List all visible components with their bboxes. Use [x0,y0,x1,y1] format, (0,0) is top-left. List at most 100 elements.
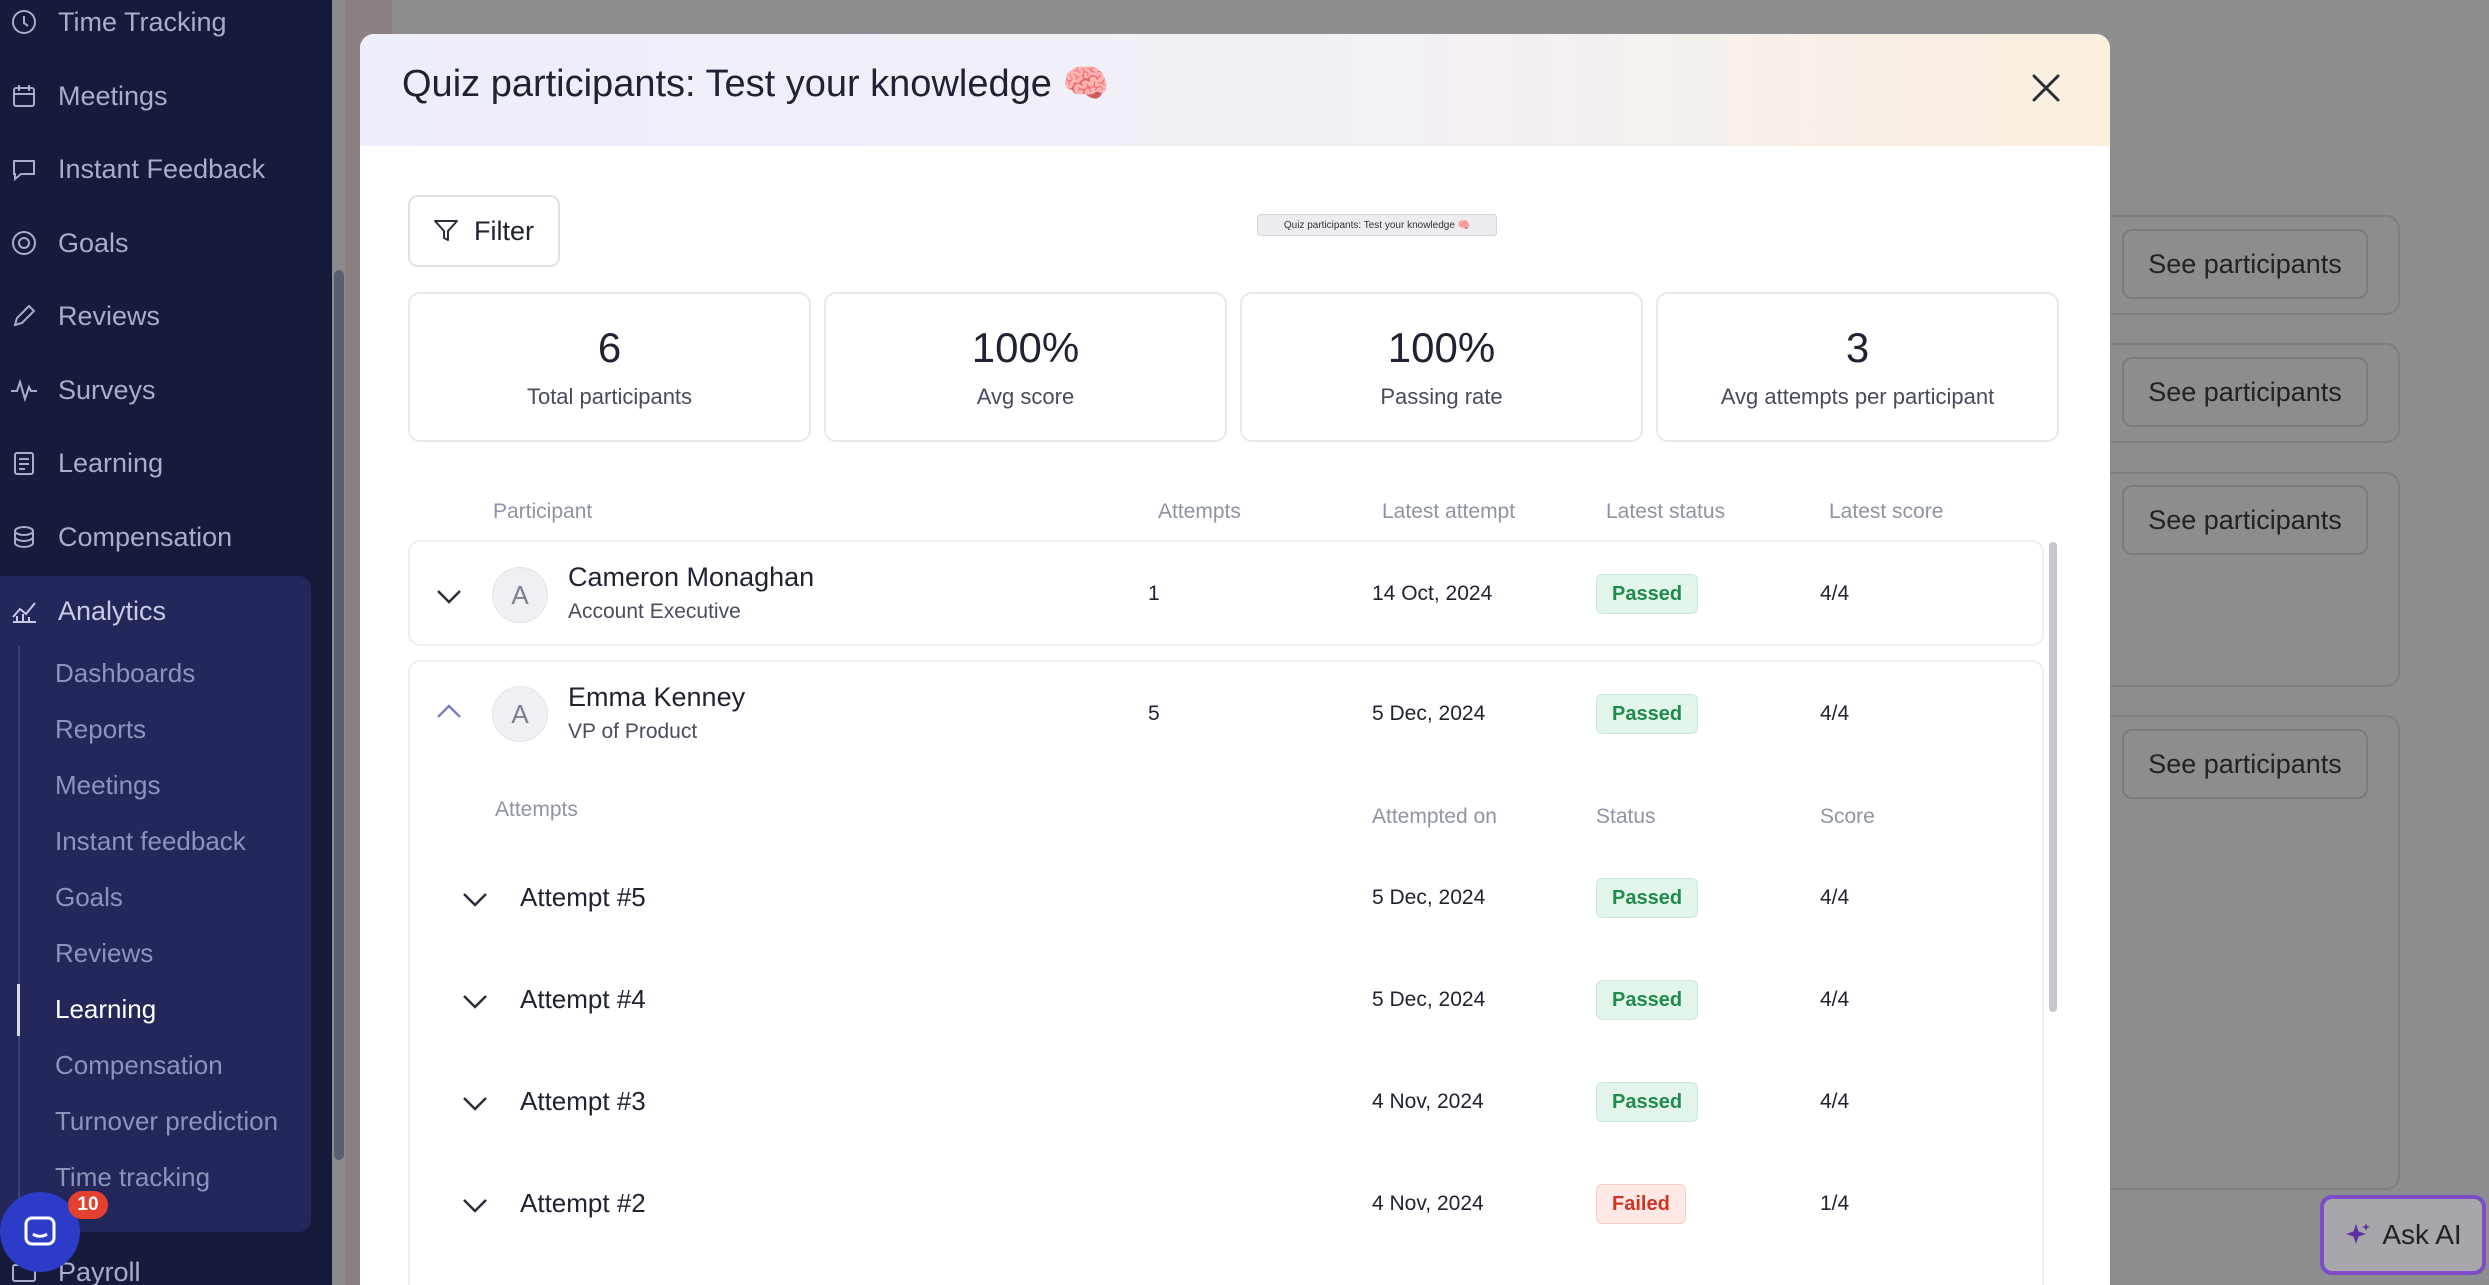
column-header-attempts: Attempts [1158,500,1241,523]
attempt-label[interactable]: Attempt #4 [520,984,646,1014]
latest-attempt-date: 14 Oct, 2024 [1372,582,1493,605]
latest-attempt-date: 5 Dec, 2024 [1372,702,1486,725]
status-badge: Passed [1596,574,1699,614]
stat-label: Avg score [976,384,1075,409]
chevron-down-icon[interactable] [460,1093,490,1113]
sidebar-item-learning[interactable]: Learning [0,433,332,493]
pencil-icon [13,304,36,327]
sidebar-item-instant-feedback[interactable]: Instant Feedback [0,139,332,199]
participant-row[interactable]: A Cameron Monaghan Account Executive 1 1… [408,540,2044,646]
close-icon[interactable] [2024,66,2068,110]
filter-button[interactable]: Filter [408,195,560,267]
attempt-label[interactable]: Attempt #3 [520,1086,646,1116]
participant-row-expanded[interactable]: A Emma Kenney VP of Product 5 5 Dec, 202… [408,660,2044,1285]
chevron-down-icon[interactable] [460,889,490,909]
filter-label: Filter [474,215,534,246]
clock-icon [12,10,36,34]
stat-label: Avg attempts per participant [1720,384,1995,409]
sidebar-item-analytics[interactable]: Analytics [0,586,311,636]
chat-icon [13,160,35,182]
attempt-label[interactable]: Attempt #5 [520,882,646,912]
subnav-guide-line [18,646,20,1232]
chevron-down-icon[interactable] [434,586,464,606]
subnav-item-compensation[interactable]: Compensation [55,1050,223,1080]
stat-label: Passing rate [1380,384,1503,409]
subnav-item-dashboards[interactable]: Dashboards [55,658,196,688]
chevron-up-icon[interactable] [434,702,464,722]
status-badge: Passed [1596,980,1699,1020]
sidebar-item-time-tracking[interactable]: Time Tracking [0,0,332,52]
subnav-item-turnover-prediction[interactable]: Turnover prediction [55,1106,279,1136]
status-badge: Passed [1596,1082,1699,1122]
chevron-down-icon[interactable] [460,1195,490,1215]
sidebar-item-label: Goals [58,227,129,258]
stat-passing-rate: 100% Passing rate [1240,292,1643,442]
sidebar-item-label: Learning [58,447,164,478]
see-participants-button[interactable]: See participants [2122,729,2368,799]
sidebar-item-compensation[interactable]: Compensation [0,507,332,567]
attempted-on-subheader: Attempted on [1372,805,1497,828]
latest-score: 4/4 [1820,582,1850,605]
column-header-latest-status: Latest status [1606,500,1726,523]
column-header-latest-score: Latest score [1829,500,1944,523]
sidebar-scrollbar[interactable] [334,270,344,1160]
analytics-section [0,576,311,1232]
book-icon [14,452,34,475]
coins-icon [14,526,34,549]
status-badge: Passed [1596,694,1699,734]
subnav-item-reports[interactable]: Reports [55,714,147,744]
attempt-date: 5 Dec, 2024 [1372,886,1486,909]
latest-score: 4/4 [1820,702,1850,725]
stat-avg-score: 100% Avg score [824,292,1227,442]
stat-value: 100% [1387,324,1496,371]
status-subheader: Status [1596,805,1656,828]
participant-name: Cameron Monaghan [568,562,815,592]
attempt-date: 4 Nov, 2024 [1372,1090,1484,1113]
subnav-item-time-tracking[interactable]: Time tracking [55,1162,211,1192]
ask-ai-button[interactable]: Ask AI [2320,1195,2486,1275]
column-header-participant: Participant [493,500,593,523]
attempt-date: 4 Nov, 2024 [1372,1192,1484,1215]
sidebar-item-label: Surveys [58,374,156,405]
sidebar-item-surveys[interactable]: Surveys [0,360,332,420]
sidebar-item-label: Analytics [58,595,167,626]
see-participants-button[interactable]: See participants [2122,357,2368,427]
sparkle-icon [2346,1223,2371,1244]
participant-name: Emma Kenney [568,682,746,712]
attempt-label[interactable]: Attempt #2 [520,1188,646,1218]
chart-icon [12,602,36,623]
stat-value: 6 [597,324,622,371]
filter-icon [434,220,458,241]
sidebar-item-meetings[interactable]: Meetings [0,66,332,126]
subnav-item-goals[interactable]: Goals [55,882,123,912]
sidebar-item-label: Reviews [58,300,161,331]
sidebar-item-reviews[interactable]: Reviews [0,286,332,346]
attempts-count: 1 [1148,582,1160,605]
see-participants-button[interactable]: See participants [2122,485,2368,555]
see-participants-button[interactable]: See participants [2122,229,2368,299]
subnav-item-reviews[interactable]: Reviews [55,938,154,968]
sidebar-item-payroll[interactable]: Payroll [0,1242,332,1285]
status-badge: Passed [1596,878,1699,918]
drag-preview-title: Quiz participants: Test your knowledge 🧠 [1257,214,1497,236]
sidebar-item-goals[interactable]: Goals [0,213,332,273]
modal-scrollbar[interactable] [2049,542,2057,1012]
stat-label: Total participants [526,384,693,409]
subnav-item-instant-feedback[interactable]: Instant feedback [55,826,246,856]
attempts-count: 5 [1148,702,1160,725]
avatar: A [492,567,548,623]
pulse-icon [11,378,37,403]
modal-header: Quiz participants: Test your knowledge 🧠 [360,34,2110,146]
subnav-item-learning[interactable]: Learning [55,994,157,1024]
subnav-active-indicator [17,984,20,1036]
subnav-item-meetings[interactable]: Meetings [55,770,161,800]
attempt-score: 4/4 [1820,886,1850,909]
chevron-down-icon[interactable] [460,991,490,1011]
support-chat-button[interactable] [0,1192,80,1272]
calendar-icon [13,85,35,107]
notification-count-badge: 10 [68,1191,108,1219]
quiz-participants-modal: Quiz participants: Test your knowledge 🧠… [360,34,2110,1285]
avatar: A [492,686,548,742]
sidebar-item-label: Instant Feedback [58,153,266,184]
attempt-date: 5 Dec, 2024 [1372,988,1486,1011]
